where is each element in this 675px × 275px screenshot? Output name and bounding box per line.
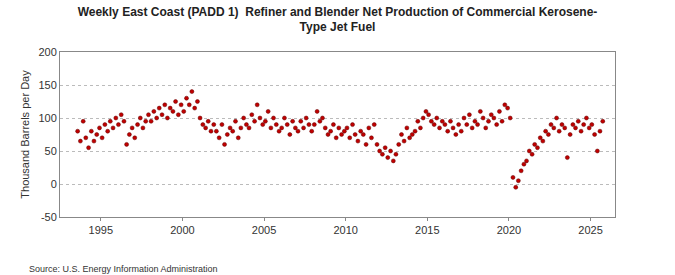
svg-text:200: 200 (38, 46, 56, 58)
svg-text:2025: 2025 (578, 224, 602, 236)
svg-text:Source: U.S. Energy Informatio: Source: U.S. Energy Information Administ… (29, 264, 218, 274)
svg-text:-50: -50 (41, 211, 57, 223)
svg-text:0: 0 (51, 178, 57, 190)
svg-text:2005: 2005 (252, 224, 276, 236)
svg-text:2000: 2000 (170, 224, 194, 236)
svg-text:100: 100 (38, 112, 56, 124)
svg-text:Thousand Barrels per Day: Thousand Barrels per Day (19, 70, 31, 199)
svg-text:2015: 2015 (415, 224, 439, 236)
svg-text:Weekly East Coast (PADD 1) Re: Weekly East Coast (PADD 1) Refiner and B… (78, 5, 598, 35)
svg-text:2010: 2010 (333, 224, 357, 236)
svg-text:150: 150 (38, 79, 56, 91)
svg-text:2020: 2020 (497, 224, 521, 236)
svg-text:1995: 1995 (89, 224, 113, 236)
svg-text:50: 50 (45, 145, 57, 157)
